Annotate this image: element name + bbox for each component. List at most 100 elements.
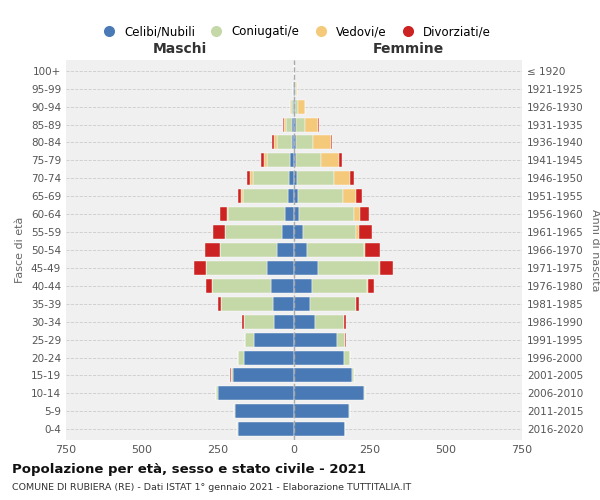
Bar: [368, 279, 374, 293]
Bar: [345, 332, 346, 346]
Bar: [266, 154, 290, 168]
Bar: [294, 332, 337, 346]
Y-axis label: Anni di nascita: Anni di nascita: [590, 209, 600, 291]
Bar: [234, 404, 235, 418]
Bar: [235, 404, 294, 418]
Bar: [241, 189, 243, 203]
Bar: [218, 297, 221, 311]
Bar: [318, 118, 319, 132]
Bar: [294, 386, 364, 400]
Bar: [277, 243, 294, 257]
Bar: [250, 172, 253, 185]
Bar: [221, 297, 273, 311]
Bar: [295, 82, 296, 96]
Bar: [242, 314, 244, 328]
Bar: [205, 243, 220, 257]
Bar: [296, 136, 313, 149]
Bar: [294, 82, 295, 96]
Bar: [331, 136, 332, 149]
Bar: [274, 136, 277, 149]
Bar: [294, 404, 349, 418]
Bar: [231, 368, 233, 382]
Bar: [359, 225, 372, 239]
Bar: [233, 368, 294, 382]
Bar: [238, 422, 294, 436]
Bar: [356, 189, 362, 203]
Bar: [294, 314, 314, 328]
Bar: [283, 118, 284, 132]
Bar: [206, 261, 266, 275]
Bar: [356, 225, 359, 239]
Bar: [294, 189, 298, 203]
Bar: [292, 136, 294, 149]
Bar: [292, 118, 294, 132]
Bar: [334, 172, 350, 185]
Bar: [344, 314, 346, 328]
Bar: [227, 207, 229, 221]
Bar: [296, 118, 305, 132]
Bar: [337, 332, 345, 346]
Bar: [288, 189, 294, 203]
Bar: [311, 279, 367, 293]
Bar: [297, 172, 334, 185]
Bar: [271, 279, 294, 293]
Bar: [247, 172, 250, 185]
Text: Maschi: Maschi: [153, 42, 207, 56]
Bar: [274, 314, 294, 328]
Bar: [322, 154, 339, 168]
Bar: [294, 136, 296, 149]
Bar: [245, 332, 254, 346]
Bar: [290, 154, 294, 168]
Bar: [298, 189, 343, 203]
Text: Popolazione per età, sesso e stato civile - 2021: Popolazione per età, sesso e stato civil…: [12, 462, 366, 475]
Bar: [293, 100, 294, 114]
Bar: [379, 261, 380, 275]
Text: COMUNE DI RUBIERA (RE) - Dati ISTAT 1° gennaio 2021 - Elaborazione TUTTITALIA.IT: COMUNE DI RUBIERA (RE) - Dati ISTAT 1° g…: [12, 482, 411, 492]
Bar: [213, 225, 224, 239]
Bar: [273, 297, 294, 311]
Bar: [261, 154, 263, 168]
Bar: [220, 207, 227, 221]
Bar: [294, 297, 310, 311]
Bar: [294, 118, 296, 132]
Bar: [284, 118, 286, 132]
Bar: [224, 225, 225, 239]
Y-axis label: Fasce di età: Fasce di età: [16, 217, 25, 283]
Bar: [310, 297, 356, 311]
Bar: [349, 404, 350, 418]
Bar: [364, 243, 365, 257]
Bar: [289, 172, 294, 185]
Bar: [272, 136, 274, 149]
Bar: [243, 189, 288, 203]
Bar: [286, 207, 294, 221]
Bar: [290, 100, 293, 114]
Bar: [294, 422, 345, 436]
Bar: [352, 368, 354, 382]
Bar: [254, 332, 294, 346]
Bar: [294, 225, 302, 239]
Bar: [218, 386, 294, 400]
Bar: [283, 225, 294, 239]
Bar: [356, 297, 359, 311]
Bar: [294, 207, 299, 221]
Bar: [353, 207, 360, 221]
Bar: [299, 207, 353, 221]
Bar: [350, 172, 355, 185]
Bar: [296, 154, 322, 168]
Bar: [339, 154, 342, 168]
Bar: [294, 100, 295, 114]
Bar: [266, 261, 294, 275]
Bar: [212, 279, 271, 293]
Bar: [294, 279, 311, 293]
Text: Femmine: Femmine: [373, 42, 443, 56]
Legend: Celibi/Nubili, Coniugati/e, Vedovi/e, Divorziati/e: Celibi/Nubili, Coniugati/e, Vedovi/e, Di…: [92, 20, 496, 42]
Bar: [296, 82, 297, 96]
Bar: [344, 350, 350, 364]
Bar: [220, 243, 277, 257]
Bar: [365, 243, 380, 257]
Bar: [319, 261, 379, 275]
Bar: [293, 82, 294, 96]
Bar: [305, 118, 318, 132]
Bar: [294, 368, 352, 382]
Bar: [313, 136, 331, 149]
